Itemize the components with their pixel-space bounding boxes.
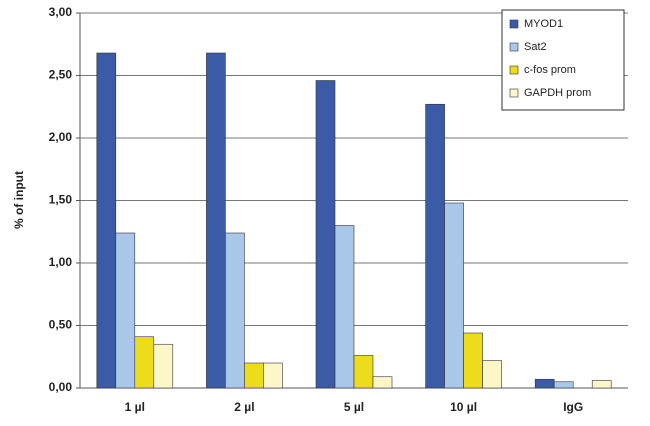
x-tick-label: 2 µl xyxy=(234,400,254,414)
y-tick-label: 1,00 xyxy=(49,255,73,269)
bar xyxy=(444,202,464,389)
bar xyxy=(115,232,136,389)
x-tick-label: 1 µl xyxy=(125,400,145,414)
bar xyxy=(372,376,393,389)
legend-swatch xyxy=(509,42,519,52)
bar xyxy=(244,362,264,389)
y-tick-label: 2,50 xyxy=(49,68,73,82)
x-tick-label: IgG xyxy=(563,400,583,414)
y-tick-label: 0,50 xyxy=(49,318,73,332)
bar xyxy=(153,343,174,389)
bar xyxy=(263,362,283,389)
bar xyxy=(534,378,555,389)
bar xyxy=(206,52,226,389)
legend-label: c-fos prom xyxy=(524,64,576,76)
bar xyxy=(482,360,502,389)
x-tick-label: 10 µl xyxy=(450,400,477,414)
bar xyxy=(225,232,245,389)
bar xyxy=(96,52,117,389)
y-tick-label: 2,00 xyxy=(49,130,73,144)
legend-label: MYOD1 xyxy=(524,18,563,30)
legend-label: Sat2 xyxy=(524,41,547,53)
y-tick-label: 3,00 xyxy=(49,5,73,19)
bar xyxy=(463,332,483,389)
legend-swatch xyxy=(509,19,519,29)
bar xyxy=(353,355,374,389)
bar xyxy=(591,380,612,389)
bar xyxy=(315,80,336,389)
bar xyxy=(134,336,155,389)
legend-box xyxy=(501,9,625,111)
x-tick-label: 5 µl xyxy=(344,400,364,414)
y-axis-label: % of input xyxy=(12,171,26,229)
bar xyxy=(425,103,445,389)
legend-swatch xyxy=(509,65,519,75)
bar xyxy=(553,381,574,389)
y-tick-label: 1,50 xyxy=(49,193,73,207)
legend-label: GAPDH prom xyxy=(524,87,591,99)
bar xyxy=(334,225,355,389)
y-tick-label: 0,00 xyxy=(49,380,73,394)
legend-swatch xyxy=(509,88,519,98)
